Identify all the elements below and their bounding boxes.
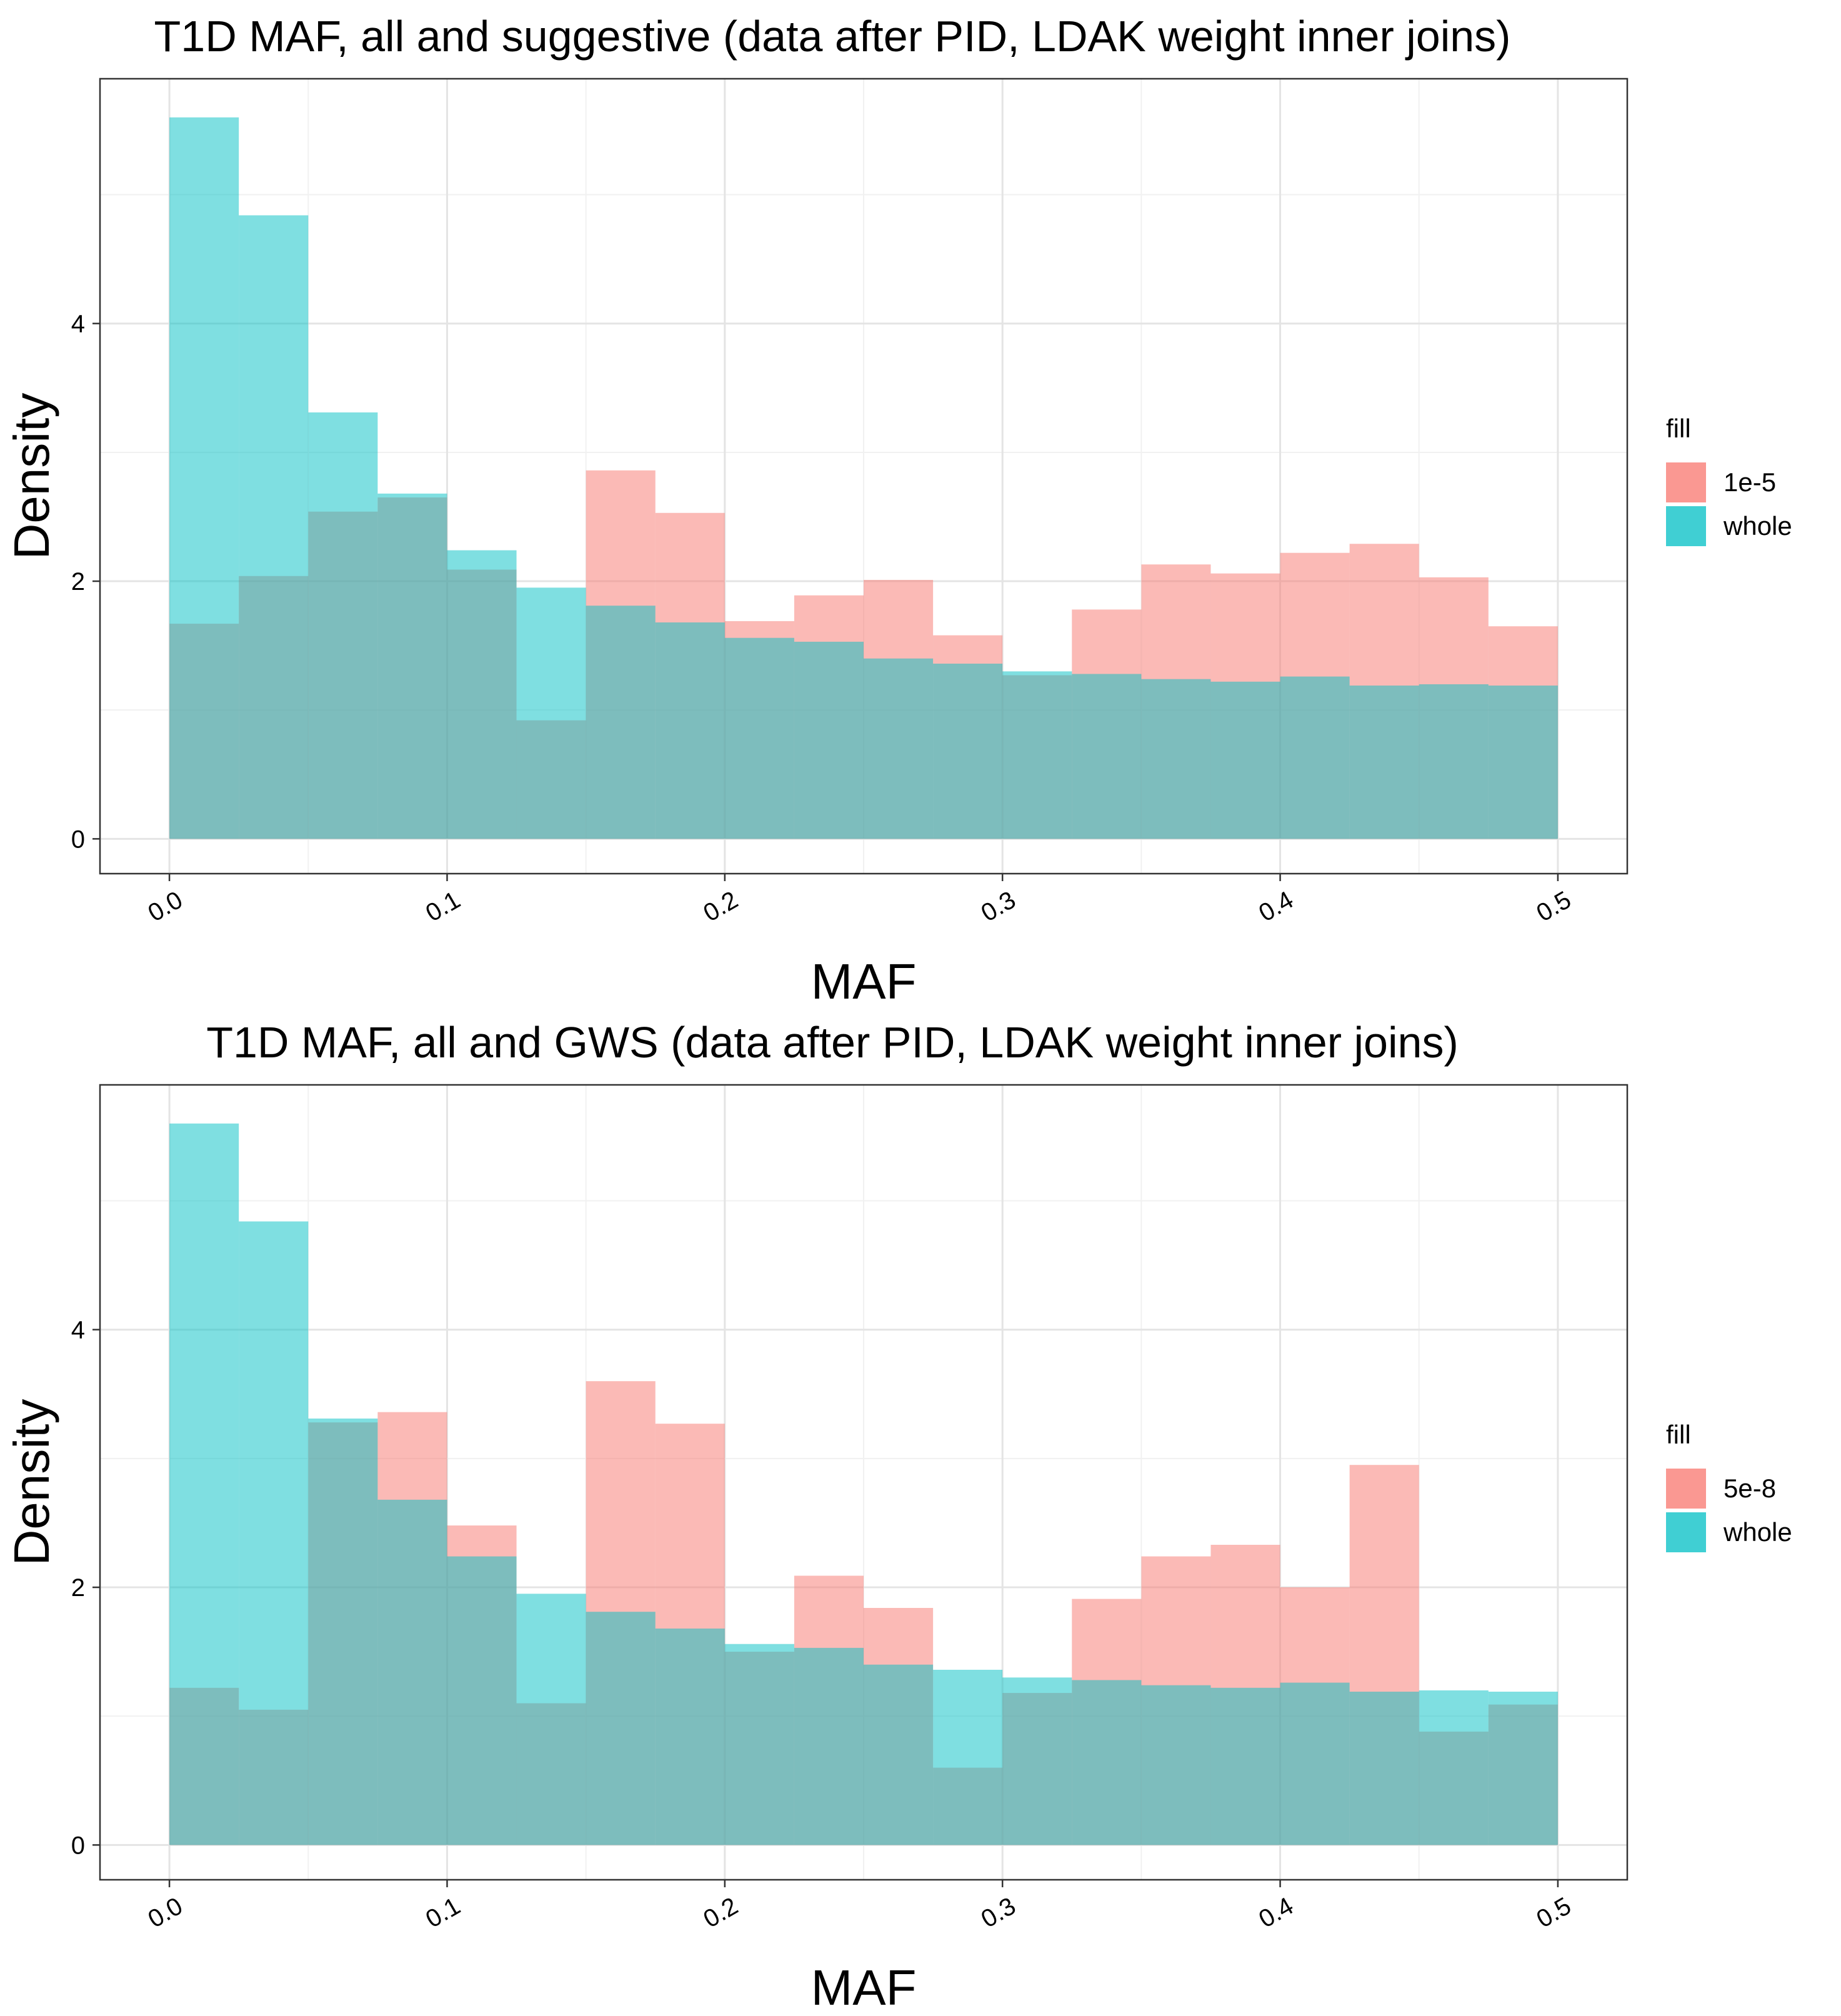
y-tick-label: 2 (71, 568, 85, 596)
y-tick-label: 0 (71, 1832, 85, 1859)
bar-whole-6 (586, 606, 656, 839)
x-tick-label: 0.0 (144, 886, 187, 927)
bar-whole-11 (933, 663, 1003, 839)
bar-whole-6 (586, 1612, 656, 1845)
series-whole (169, 1123, 1558, 1845)
y-tick-label: 4 (71, 311, 85, 338)
bar-whole-13 (1072, 674, 1142, 839)
series-whole (169, 117, 1558, 839)
bar-whole-2 (308, 1418, 378, 1845)
bar-whole-12 (1002, 1677, 1072, 1845)
bar-whole-16 (1280, 1682, 1350, 1845)
bar-whole-15 (1210, 1687, 1280, 1845)
bar-whole-14 (1141, 1685, 1211, 1845)
bar-whole-7 (655, 1628, 725, 1845)
bar-whole-9 (794, 641, 864, 839)
bar-whole-8 (724, 637, 794, 839)
bar-whole-10 (864, 658, 934, 839)
chart-title: T1D MAF, all and GWS (data after PID, LD… (206, 1018, 1459, 1067)
bar-whole-19 (1488, 686, 1558, 839)
bar-whole-1 (239, 1221, 309, 1845)
y-tick-label: 0 (71, 826, 85, 853)
y-tick-label: 4 (71, 1317, 85, 1344)
bar-whole-18 (1419, 684, 1489, 839)
bar-whole-12 (1002, 671, 1072, 839)
y-axis-label: Density (4, 393, 59, 560)
bar-whole-14 (1141, 679, 1211, 839)
bar-whole-17 (1349, 686, 1419, 839)
bar-whole-18 (1419, 1690, 1489, 1845)
bar-whole-13 (1072, 1680, 1142, 1845)
x-tick-label: 0.2 (699, 1892, 742, 1934)
x-axis-label: MAF (811, 1960, 917, 2013)
legend-label-1e-5: 1e-5 (1724, 467, 1776, 497)
bar-whole-5 (516, 587, 586, 839)
bar-whole-4 (447, 550, 517, 839)
x-tick-label: 0.4 (1254, 886, 1298, 927)
bar-whole-3 (377, 493, 447, 839)
x-tick-label: 0.1 (421, 886, 465, 927)
bar-whole-0 (169, 1123, 239, 1845)
chart-panel-1: T1D MAF, all and suggestive (data after … (4, 12, 1792, 1009)
legend-key-whole (1666, 506, 1706, 546)
bar-whole-4 (447, 1556, 517, 1845)
legend-key-5e-8 (1666, 1469, 1706, 1509)
plot-border (99, 77, 1629, 875)
x-tick-label: 0.5 (1532, 1892, 1575, 1934)
x-tick-label: 0.3 (977, 1892, 1020, 1934)
plot-border (99, 1084, 1629, 1881)
x-tick-label: 0.2 (699, 886, 742, 927)
y-axis-label: Density (4, 1399, 59, 1566)
x-tick-label: 0.0 (144, 1892, 187, 1934)
bar-whole-10 (864, 1664, 934, 1845)
chart-panel-2: T1D MAF, all and GWS (data after PID, LD… (4, 1018, 1792, 2015)
y-tick-label: 2 (71, 1574, 85, 1602)
bar-whole-2 (308, 412, 378, 839)
bar-whole-1 (239, 215, 309, 839)
bar-whole-11 (933, 1669, 1003, 1845)
legend: fill 1e-5 whole (1666, 414, 1792, 546)
legend-title: fill (1666, 1420, 1691, 1449)
bar-whole-9 (794, 1647, 864, 1845)
bar-whole-19 (1488, 1692, 1558, 1845)
chart-title: T1D MAF, all and suggestive (data after … (154, 12, 1511, 61)
legend-key-whole (1666, 1512, 1706, 1552)
legend: fill 5e-8 whole (1666, 1420, 1792, 1552)
x-tick-label: 0.4 (1254, 1892, 1298, 1934)
bar-whole-16 (1280, 676, 1350, 839)
legend-label-5e-8: 5e-8 (1724, 1474, 1776, 1503)
bar-whole-17 (1349, 1692, 1419, 1845)
bar-whole-8 (724, 1644, 794, 1845)
bar-whole-0 (169, 117, 239, 839)
x-tick-label: 0.1 (421, 1892, 465, 1934)
bar-whole-3 (377, 1499, 447, 1845)
bar-whole-15 (1210, 681, 1280, 839)
legend-label-whole: whole (1723, 511, 1792, 541)
x-tick-label: 0.5 (1532, 886, 1575, 927)
bar-whole-7 (655, 622, 725, 839)
x-tick-label: 0.3 (977, 886, 1020, 927)
legend-title: fill (1666, 414, 1691, 443)
x-axis-label: MAF (811, 954, 917, 1009)
legend-key-1e-5 (1666, 462, 1706, 502)
bar-whole-5 (516, 1594, 586, 1845)
legend-label-whole: whole (1723, 1517, 1792, 1547)
